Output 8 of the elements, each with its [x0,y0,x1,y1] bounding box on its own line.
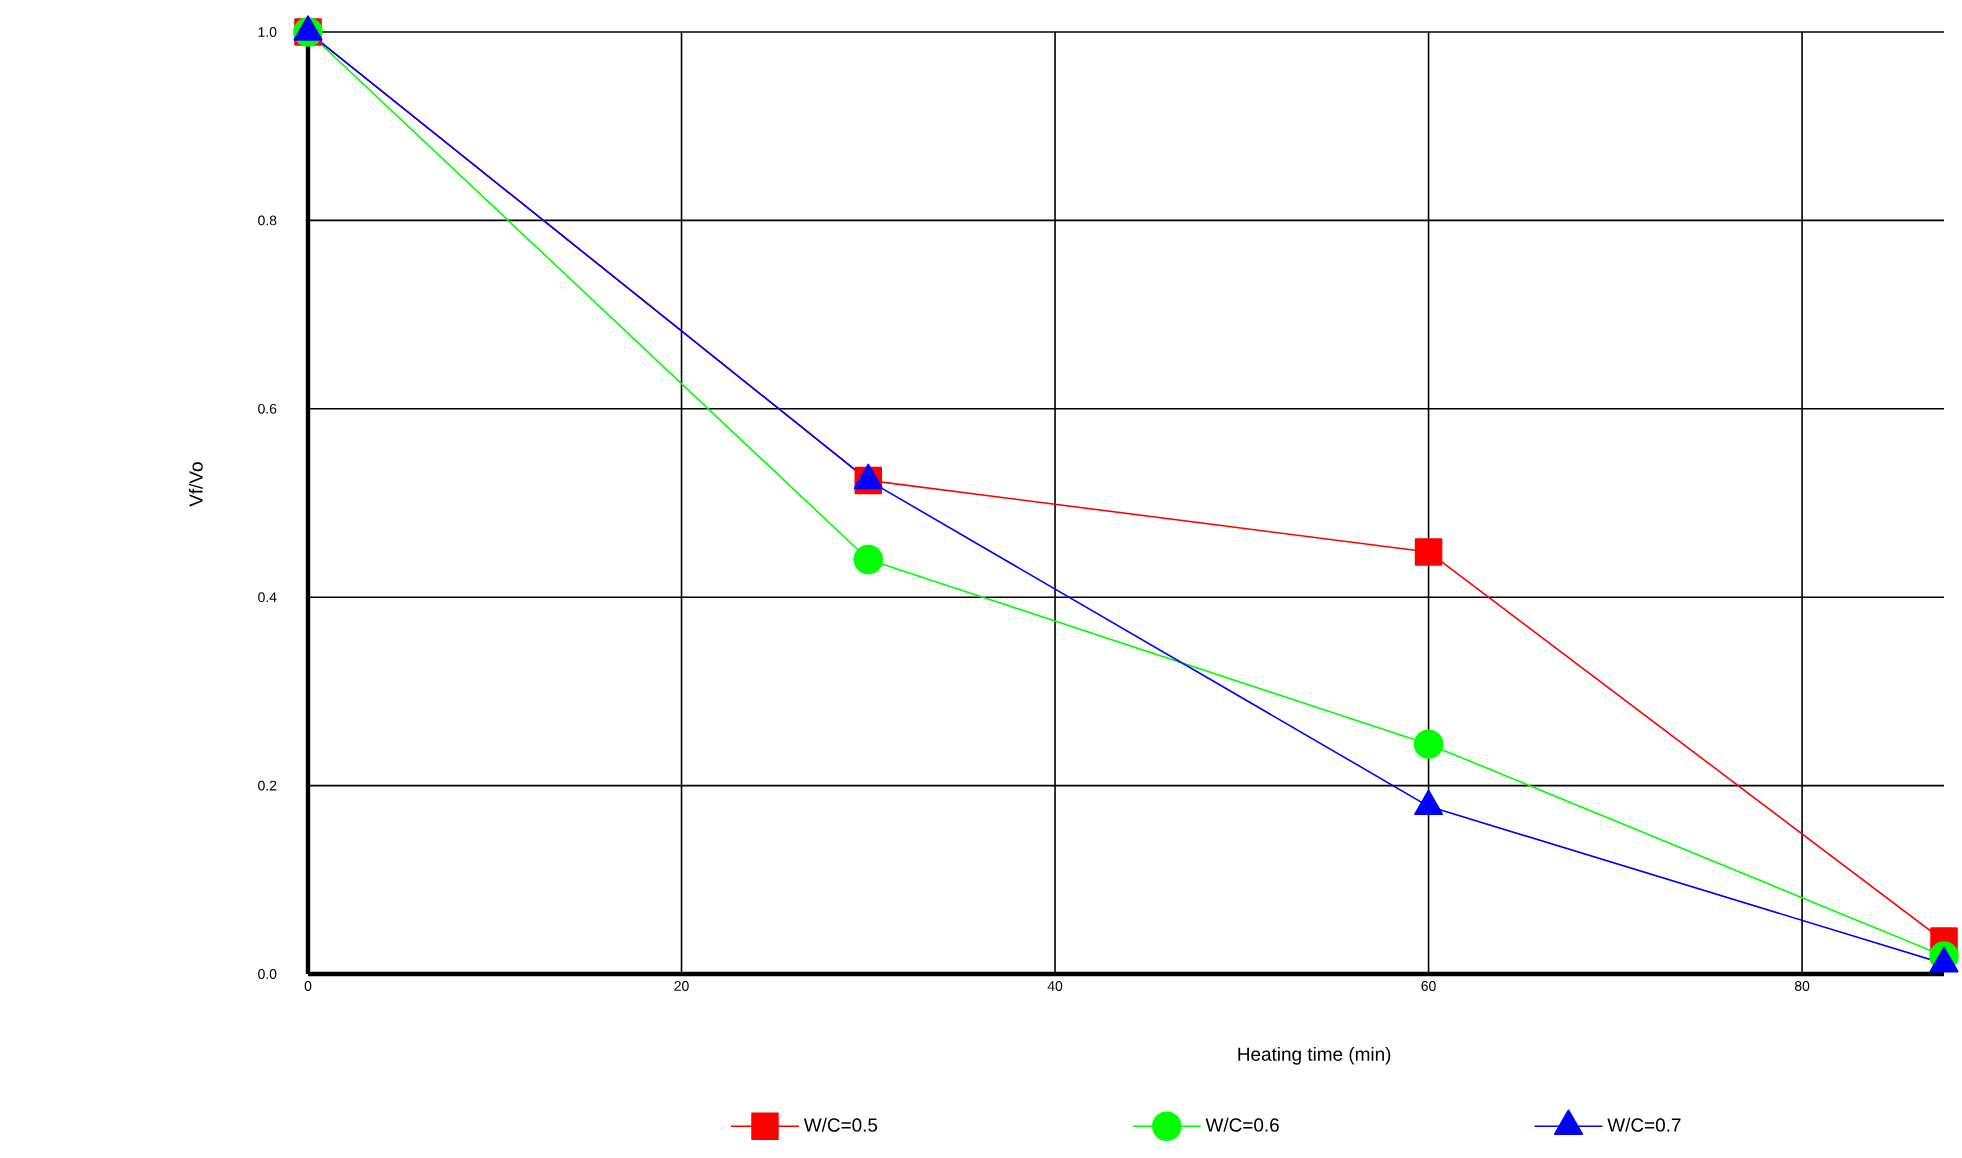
x-axis-title: Heating time (min) [1238,1046,1391,1065]
point [853,544,884,575]
point [1413,729,1444,759]
y-axis-title: Vf/Vo [188,462,203,507]
legend-label: W/C=0.5 [803,1117,878,1132]
legend-label: W/C=0.7 [1607,1117,1681,1132]
point [1414,538,1443,566]
legend-label: W/C=0.6 [1205,1117,1279,1132]
